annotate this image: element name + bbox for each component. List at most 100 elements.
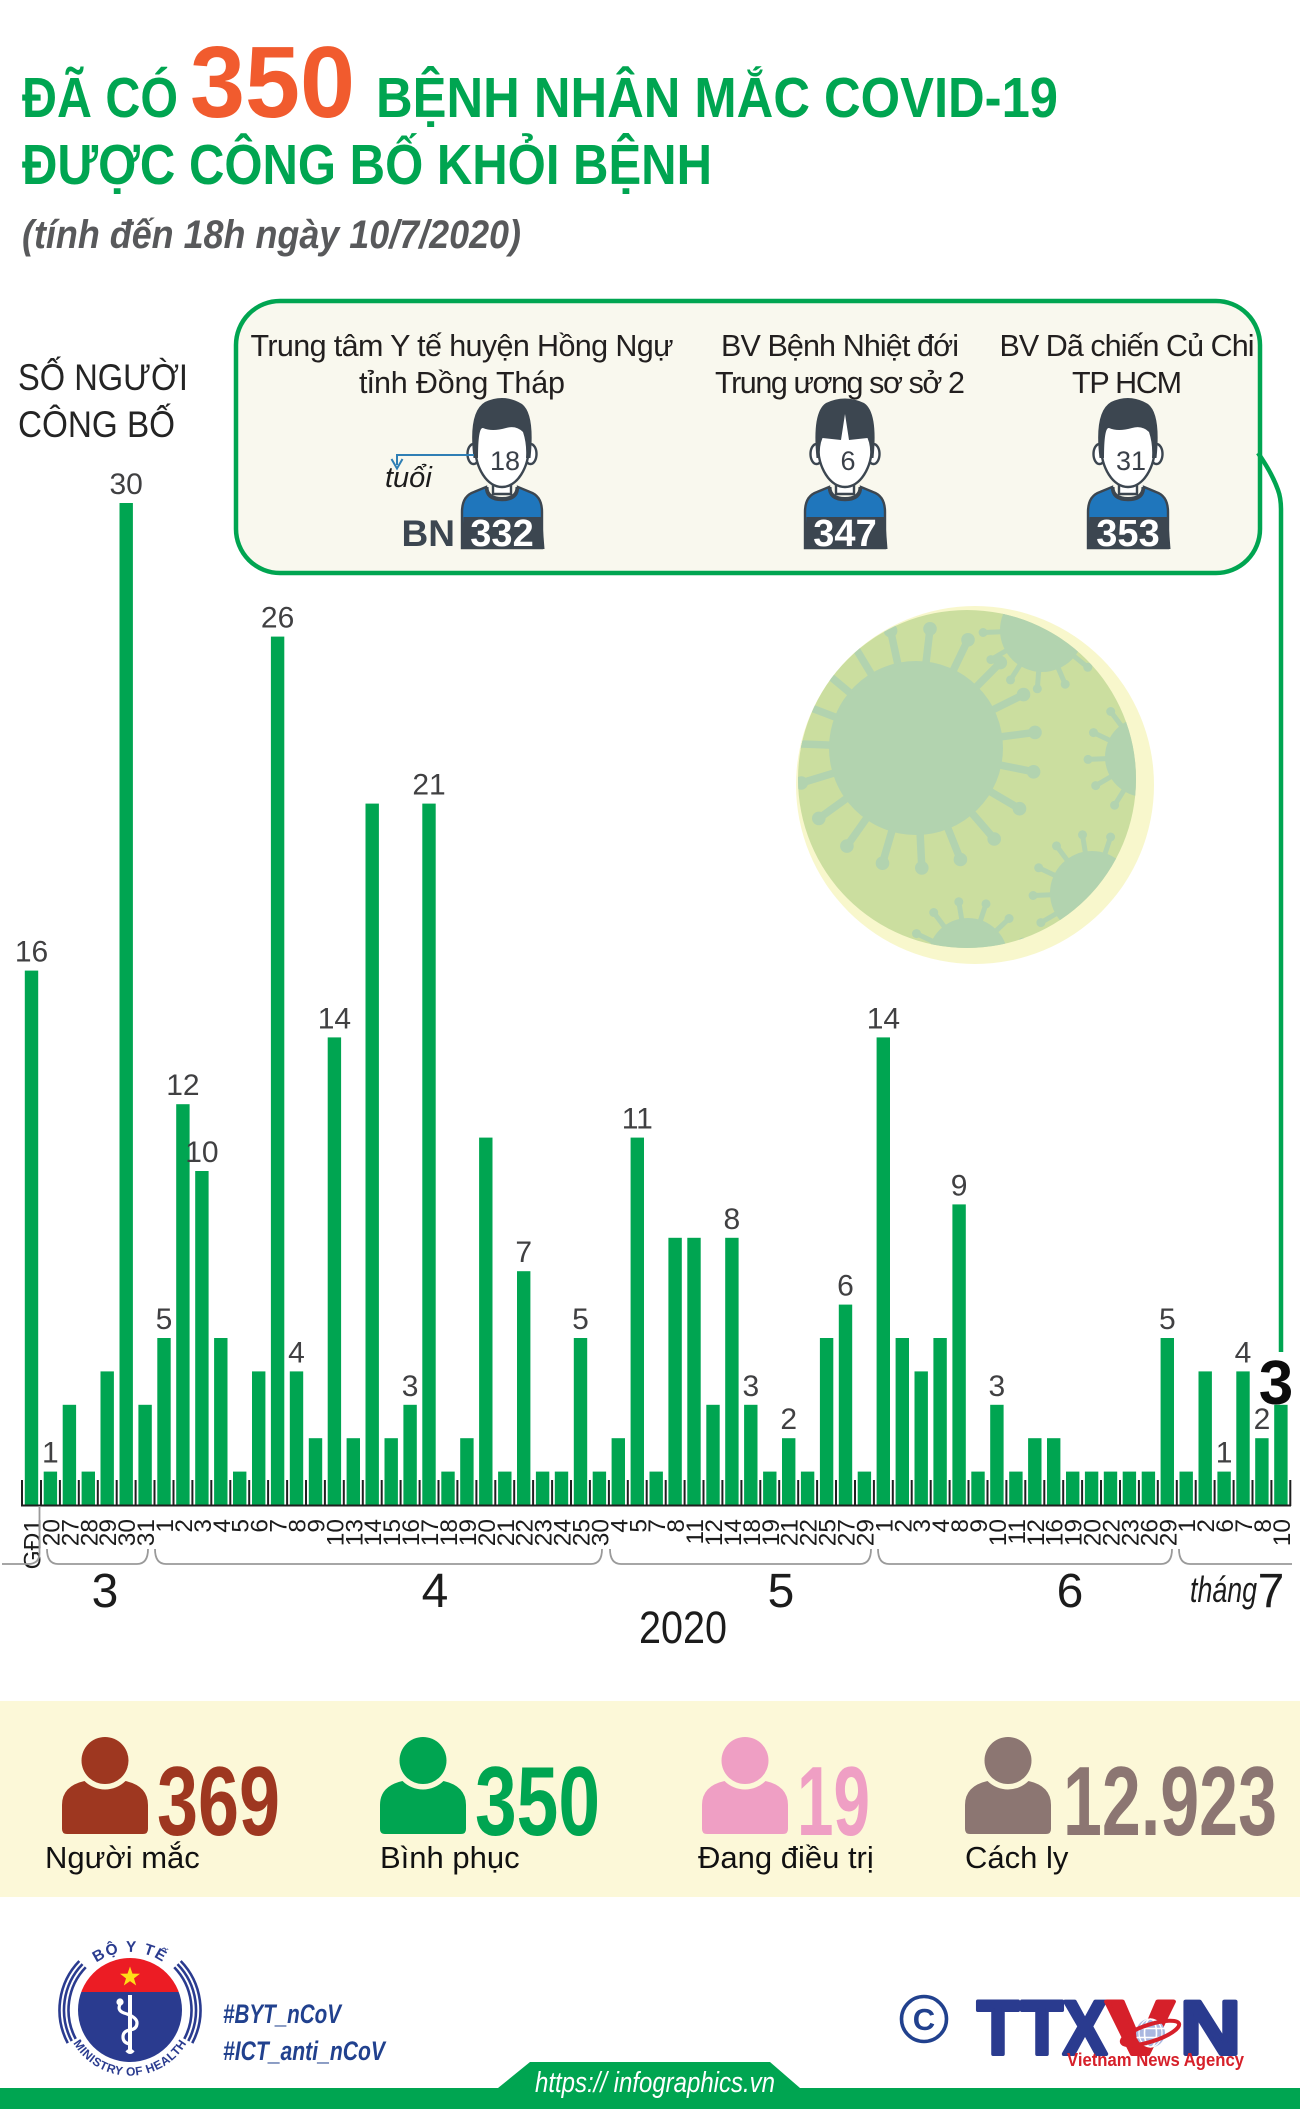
svg-text:12.923: 12.923 [1063, 1746, 1277, 1856]
svg-text:30: 30 [114, 1519, 141, 1546]
svg-text:18: 18 [436, 1519, 463, 1546]
svg-text:(tính đến 18h ngày 10/7/2020): (tính đến 18h ngày 10/7/2020) [22, 213, 521, 257]
svg-text:8: 8 [947, 1519, 974, 1533]
svg-text:C: C [913, 2002, 935, 2037]
svg-text:20: 20 [38, 1519, 65, 1546]
svg-text:1: 1 [152, 1519, 179, 1533]
svg-text:17: 17 [417, 1519, 444, 1546]
svg-text:30: 30 [110, 468, 143, 501]
svg-text:22: 22 [512, 1519, 539, 1546]
svg-text:8: 8 [285, 1519, 312, 1533]
svg-text:22: 22 [796, 1519, 823, 1546]
svg-text:22: 22 [1099, 1519, 1126, 1546]
svg-text:11: 11 [622, 1103, 653, 1136]
svg-text:5: 5 [228, 1519, 255, 1533]
svg-text:11: 11 [1004, 1519, 1031, 1544]
svg-text:1: 1 [42, 1437, 59, 1470]
svg-text:6: 6 [840, 446, 855, 476]
svg-text:BỆNH NHÂN MẮC COVID-19: BỆNH NHÂN MẮC COVID-19 [376, 65, 1058, 130]
svg-text:2: 2 [171, 1519, 198, 1533]
svg-text:3: 3 [989, 1370, 1006, 1403]
svg-text:https:// infographics.vn: https:// infographics.vn [535, 2067, 775, 2099]
svg-text:7: 7 [1258, 1565, 1285, 1618]
svg-text:14: 14 [720, 1519, 747, 1546]
svg-text:19: 19 [797, 1746, 870, 1856]
svg-text:347: 347 [813, 513, 876, 555]
svg-text:Bình phục: Bình phục [380, 1840, 520, 1875]
svg-text:27: 27 [57, 1519, 84, 1546]
svg-text:ĐƯỢC CÔNG BỐ KHỎI BỆNH: ĐƯỢC CÔNG BỐ KHỎI BỆNH [22, 132, 712, 197]
svg-text:5: 5 [625, 1519, 652, 1533]
svg-text:1: 1 [1174, 1519, 1201, 1533]
svg-text:5: 5 [572, 1303, 589, 1336]
svg-text:tỉnh Đồng Tháp: tỉnh Đồng Tháp [359, 366, 565, 400]
svg-text:Trung tâm Y tế huyện Hồng Ngự: Trung tâm Y tế huyện Hồng Ngự [251, 329, 674, 363]
svg-text:14: 14 [318, 1002, 351, 1035]
svg-text:15: 15 [379, 1519, 406, 1546]
svg-text:27: 27 [834, 1519, 861, 1546]
svg-text:GĐ1: GĐ1 [20, 1519, 47, 1569]
svg-text:Cách ly: Cách ly [965, 1840, 1069, 1875]
svg-text:4: 4 [1235, 1336, 1252, 1369]
svg-text:26: 26 [261, 602, 294, 635]
svg-text:19: 19 [1061, 1519, 1088, 1546]
svg-text:4: 4 [288, 1336, 305, 1369]
svg-text:7: 7 [1231, 1519, 1258, 1533]
svg-text:6: 6 [247, 1519, 274, 1533]
svg-text:ĐÃ CÓ: ĐÃ CÓ [22, 66, 178, 130]
svg-text:11: 11 [682, 1519, 709, 1544]
svg-text:SỐ NGƯỜI: SỐ NGƯỜI [18, 356, 188, 398]
svg-text:369: 369 [157, 1746, 280, 1856]
svg-text:4: 4 [928, 1519, 955, 1533]
svg-text:3: 3 [742, 1370, 759, 1403]
svg-text:10: 10 [322, 1519, 349, 1546]
svg-text:10: 10 [1269, 1519, 1296, 1546]
svg-text:9: 9 [951, 1169, 968, 1202]
svg-text:31: 31 [133, 1519, 160, 1546]
svg-text:TP HCM: TP HCM [1072, 366, 1182, 400]
svg-text:332: 332 [470, 513, 533, 555]
svg-text:Trung ương sơ sở 2: Trung ương sơ sở 2 [715, 366, 965, 400]
svg-text:12: 12 [1023, 1519, 1050, 1546]
svg-text:6: 6 [1212, 1519, 1239, 1533]
svg-text:5: 5 [156, 1303, 173, 1336]
svg-text:18: 18 [490, 446, 520, 476]
svg-text:1: 1 [871, 1519, 898, 1533]
svg-text:7: 7 [266, 1519, 293, 1533]
svg-text:18: 18 [739, 1519, 766, 1546]
svg-text:28: 28 [76, 1519, 103, 1546]
svg-text:tuổi: tuổi [385, 462, 433, 494]
svg-text:BV Dã chiến Củ Chi: BV Dã chiến Củ Chi [1000, 329, 1255, 363]
svg-text:4: 4 [422, 1565, 449, 1618]
svg-text:31: 31 [1116, 446, 1146, 476]
svg-text:12: 12 [701, 1519, 728, 1546]
svg-text:2: 2 [890, 1519, 917, 1533]
svg-text:353: 353 [1096, 513, 1159, 555]
svg-text:13: 13 [341, 1519, 368, 1546]
svg-text:24: 24 [550, 1519, 577, 1546]
svg-text:21: 21 [412, 769, 445, 802]
svg-text:9: 9 [303, 1519, 330, 1533]
svg-text:5: 5 [768, 1565, 795, 1618]
svg-text:20: 20 [1080, 1519, 1107, 1546]
svg-text:16: 16 [15, 936, 48, 969]
svg-text:6: 6 [837, 1270, 854, 1303]
svg-text:10: 10 [985, 1519, 1012, 1546]
svg-text:Đang điều trị: Đang điều trị [698, 1840, 874, 1875]
svg-text:N: N [1180, 1986, 1241, 2071]
svg-text:12: 12 [166, 1069, 199, 1102]
svg-text:BN: BN [402, 513, 455, 554]
svg-text:21: 21 [777, 1519, 804, 1546]
svg-text:23: 23 [531, 1519, 558, 1546]
svg-text:8: 8 [663, 1519, 690, 1533]
svg-text:30: 30 [587, 1519, 614, 1546]
svg-text:2: 2 [780, 1403, 797, 1436]
svg-text:#BYT_nCoV: #BYT_nCoV [223, 1999, 343, 2029]
svg-text:CÔNG BỐ: CÔNG BỐ [18, 403, 175, 445]
svg-text:14: 14 [360, 1519, 387, 1546]
svg-text:8: 8 [1250, 1519, 1277, 1533]
svg-text:8: 8 [724, 1203, 741, 1236]
svg-text:X: X [1063, 1986, 1107, 2071]
svg-text:3: 3 [92, 1565, 119, 1618]
svg-text:7: 7 [515, 1236, 532, 1269]
